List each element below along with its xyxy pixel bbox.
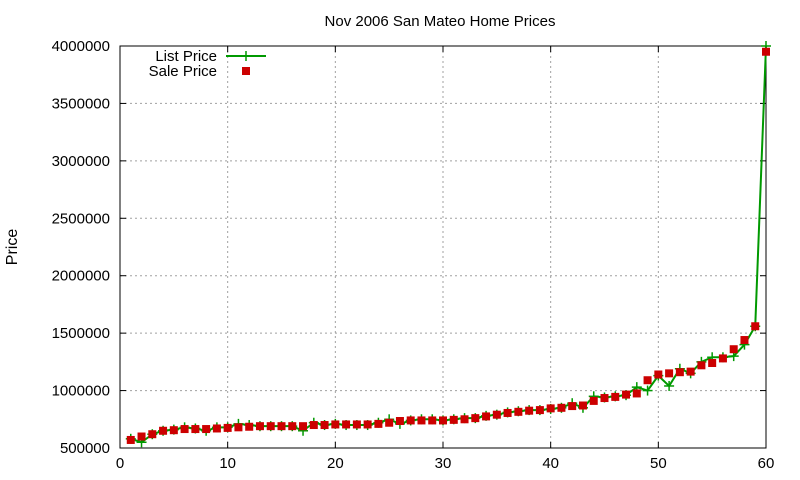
data-point	[665, 369, 674, 378]
legend-marker-list-price	[241, 51, 251, 61]
data-point	[309, 421, 318, 430]
x-tick-label: 20	[327, 455, 344, 472]
legend-marker-sale-price	[242, 67, 250, 75]
y-tick-label: 3000000	[52, 153, 110, 170]
data-point	[202, 425, 211, 434]
data-point	[482, 412, 491, 421]
series-sale-price	[126, 47, 770, 444]
y-tick-label: 4000000	[52, 38, 110, 55]
data-point	[697, 361, 706, 370]
series-list-price	[125, 41, 771, 448]
data-point	[266, 422, 275, 431]
data-point	[212, 424, 221, 433]
data-point	[137, 432, 146, 441]
series-layer	[125, 41, 771, 448]
y-tick-label: 1000000	[52, 383, 110, 400]
data-point	[223, 423, 232, 432]
data-point	[525, 406, 534, 415]
x-tick-label: 40	[542, 455, 559, 472]
x-tick-label: 50	[650, 455, 667, 472]
data-point	[546, 404, 555, 413]
legend-label-sale-price: Sale Price	[149, 63, 217, 80]
data-point	[471, 414, 480, 423]
y-tick-label: 1500000	[52, 325, 110, 342]
data-point	[643, 376, 652, 385]
data-point	[535, 406, 544, 415]
data-point	[395, 417, 404, 426]
data-point	[568, 402, 577, 411]
x-tick-label: 10	[219, 455, 236, 472]
y-axis-label: Price	[4, 229, 21, 266]
data-point	[406, 416, 415, 425]
data-point	[622, 390, 631, 399]
data-point	[234, 423, 243, 432]
y-tick-label: 3500000	[52, 95, 110, 112]
data-point	[352, 420, 361, 429]
x-tick-label: 30	[435, 455, 452, 472]
data-point	[642, 385, 653, 396]
data-point	[374, 419, 383, 428]
data-point	[126, 435, 135, 444]
data-point	[762, 47, 770, 56]
data-point	[342, 420, 351, 429]
data-point	[557, 403, 566, 412]
data-point	[288, 422, 297, 431]
data-point	[686, 367, 695, 376]
legend-label-list-price: List Price	[155, 48, 217, 65]
chart-title: Nov 2006 San Mateo Home Prices	[325, 13, 556, 30]
data-point	[299, 422, 308, 431]
data-point	[180, 425, 189, 434]
data-point	[589, 396, 598, 405]
data-point	[718, 354, 727, 363]
x-tick-label: 60	[758, 455, 775, 472]
data-point	[740, 336, 749, 345]
data-point	[675, 368, 684, 377]
data-point	[277, 422, 286, 431]
data-point	[148, 430, 157, 439]
x-tick-label: 0	[116, 455, 124, 472]
data-point	[708, 359, 717, 368]
data-point	[632, 389, 641, 398]
data-point	[514, 407, 523, 416]
data-point	[449, 415, 458, 424]
data-point	[320, 421, 329, 430]
data-point	[331, 420, 340, 429]
data-point	[492, 410, 501, 419]
y-tick-label: 2500000	[52, 210, 110, 227]
data-point	[245, 422, 254, 431]
data-point	[191, 425, 200, 434]
data-point	[169, 426, 178, 435]
data-point	[751, 322, 760, 331]
data-point	[460, 415, 469, 424]
series-line	[130, 45, 767, 444]
data-point	[611, 392, 620, 401]
data-point	[417, 416, 426, 425]
gridlines	[120, 46, 766, 448]
data-point	[503, 408, 512, 417]
axis-ticks: 0 10 20 30 40 50 60 500000 1000000 1500000 2000000…	[52, 38, 775, 472]
data-point	[578, 401, 587, 410]
data-point	[428, 416, 437, 425]
data-point	[664, 380, 675, 391]
data-point	[159, 426, 168, 435]
data-point	[255, 422, 264, 431]
y-tick-label: 2000000	[52, 268, 110, 285]
data-point	[439, 416, 447, 425]
data-point	[600, 394, 609, 403]
data-point	[654, 370, 663, 379]
legend: List Price Sale Price	[149, 48, 266, 80]
data-point	[729, 345, 738, 354]
data-point	[363, 420, 372, 429]
data-point	[385, 418, 394, 427]
y-tick-label: 500000	[60, 440, 110, 457]
